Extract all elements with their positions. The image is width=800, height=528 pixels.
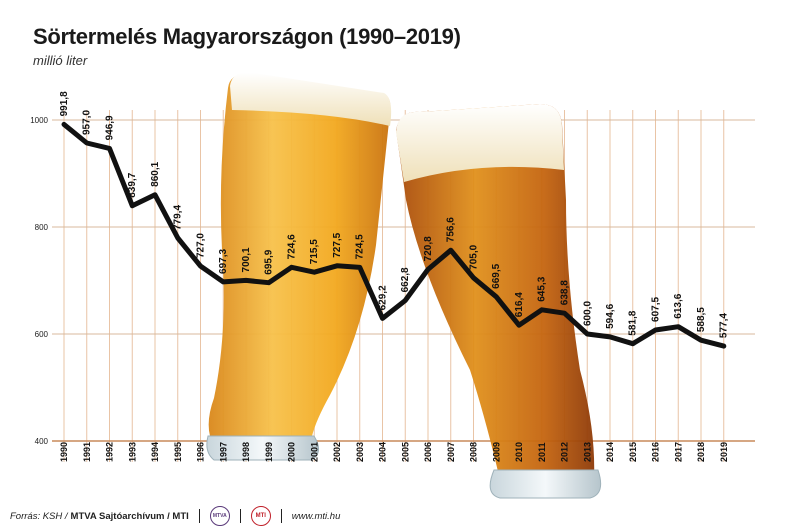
data-label: 594,6: [605, 303, 616, 328]
beer-glass-left-icon: [206, 72, 392, 461]
data-label: 662,8: [400, 267, 411, 292]
data-label: 697,3: [218, 248, 229, 273]
data-label: 957,0: [82, 110, 93, 135]
value-labels: 991,8 957,0 946,9 839,7 860,1 779,4 727,0 697,3…: [59, 91, 730, 338]
x-tick-label: 2016: [651, 442, 661, 462]
data-label: 607,5: [651, 297, 662, 322]
x-tick-label: 2017: [673, 442, 683, 462]
divider: [198, 509, 200, 523]
x-tick-label: 2006: [423, 442, 433, 462]
x-tick-label: 2008: [469, 442, 479, 462]
data-label: 629,2: [378, 285, 389, 310]
x-tick-label: 1991: [82, 442, 92, 462]
x-tick-label: 1999: [264, 442, 274, 462]
x-tick-label: 1995: [173, 442, 183, 462]
source-label: Forrás: KSH /: [10, 510, 68, 522]
x-tick-label: 2018: [696, 442, 706, 462]
data-label: 695,9: [264, 249, 275, 274]
production-line: [61, 121, 727, 349]
x-tick-label: 2009: [491, 442, 501, 462]
data-label: 724,6: [287, 234, 298, 259]
y-tick-label: 600: [35, 330, 49, 339]
data-label: 645,3: [537, 276, 548, 301]
data-label: 616,4: [514, 292, 525, 317]
y-tick-label: 400: [35, 437, 49, 446]
x-tick-label: 2007: [446, 442, 456, 462]
x-tick-label: 1994: [150, 442, 160, 462]
x-tick-label: 2011: [537, 442, 547, 462]
mti-logo-icon: MTI: [250, 506, 271, 526]
divider: [280, 509, 282, 523]
x-tick-label: 2013: [582, 442, 592, 462]
data-label: 727,0: [196, 233, 207, 258]
mtva-logo-icon: MTVA: [209, 506, 230, 526]
data-label: 724,5: [355, 234, 366, 259]
data-label: 860,1: [150, 161, 161, 186]
data-label: 600,0: [582, 301, 593, 326]
data-label: 588,5: [696, 307, 707, 332]
data-label: 727,5: [332, 232, 343, 257]
x-tick-label: 2019: [719, 442, 729, 462]
y-axis-ticks: 400 600 800 1000: [30, 116, 48, 446]
data-label: 720,8: [423, 236, 434, 261]
data-label: 779,4: [173, 205, 184, 230]
x-tick-label: 2012: [560, 442, 570, 462]
beer-glass-right-icon: [396, 104, 602, 499]
website-link[interactable]: www.mti.hu: [291, 510, 341, 522]
chart-subtitle: millió liter: [33, 53, 88, 68]
data-label: 700,1: [241, 247, 252, 272]
x-tick-label: 2003: [355, 442, 365, 462]
x-tick-label: 1993: [127, 442, 137, 462]
org-label: MTVA Sajtóarchívum / MTI: [70, 510, 189, 522]
x-tick-label: 2001: [309, 442, 319, 462]
x-tick-label: 2000: [287, 442, 297, 462]
data-label: 613,6: [673, 293, 684, 318]
x-tick-label: 2010: [514, 442, 524, 462]
x-tick-label: 2004: [378, 442, 388, 462]
x-axis-ticks: 1990 1991 1992 1993 1994 1995 1996 1997 1998 1999…: [59, 442, 729, 462]
x-tick-label: 2005: [400, 442, 410, 462]
y-tick-label: 1000: [30, 116, 48, 125]
data-label: 581,8: [628, 310, 639, 335]
data-label: 715,5: [309, 239, 320, 264]
data-label: 839,7: [127, 172, 138, 197]
x-tick-label: 2015: [628, 442, 638, 462]
data-label: 946,9: [105, 115, 116, 140]
x-tick-label: 1996: [196, 442, 206, 462]
divider: [239, 509, 241, 523]
data-label: 991,8: [59, 91, 70, 116]
x-tick-label: 1992: [105, 442, 115, 462]
data-label: 756,6: [446, 217, 457, 242]
x-tick-label: 2002: [332, 442, 342, 462]
data-label: 669,5: [491, 263, 502, 288]
chart-title: Sörtermelés Magyarországon (1990–2019): [33, 24, 461, 49]
data-label: 705,0: [469, 244, 480, 269]
data-label: 638,8: [560, 280, 571, 305]
x-tick-label: 1997: [218, 442, 228, 462]
y-tick-label: 800: [35, 223, 49, 232]
x-tick-label: 1998: [241, 442, 251, 462]
x-tick-label: 1990: [59, 442, 69, 462]
data-label: 577,4: [719, 313, 730, 338]
x-tick-label: 2014: [605, 442, 615, 462]
footer: Forrás: KSH / MTVA Sajtóarchívum / MTI M…: [10, 506, 340, 526]
